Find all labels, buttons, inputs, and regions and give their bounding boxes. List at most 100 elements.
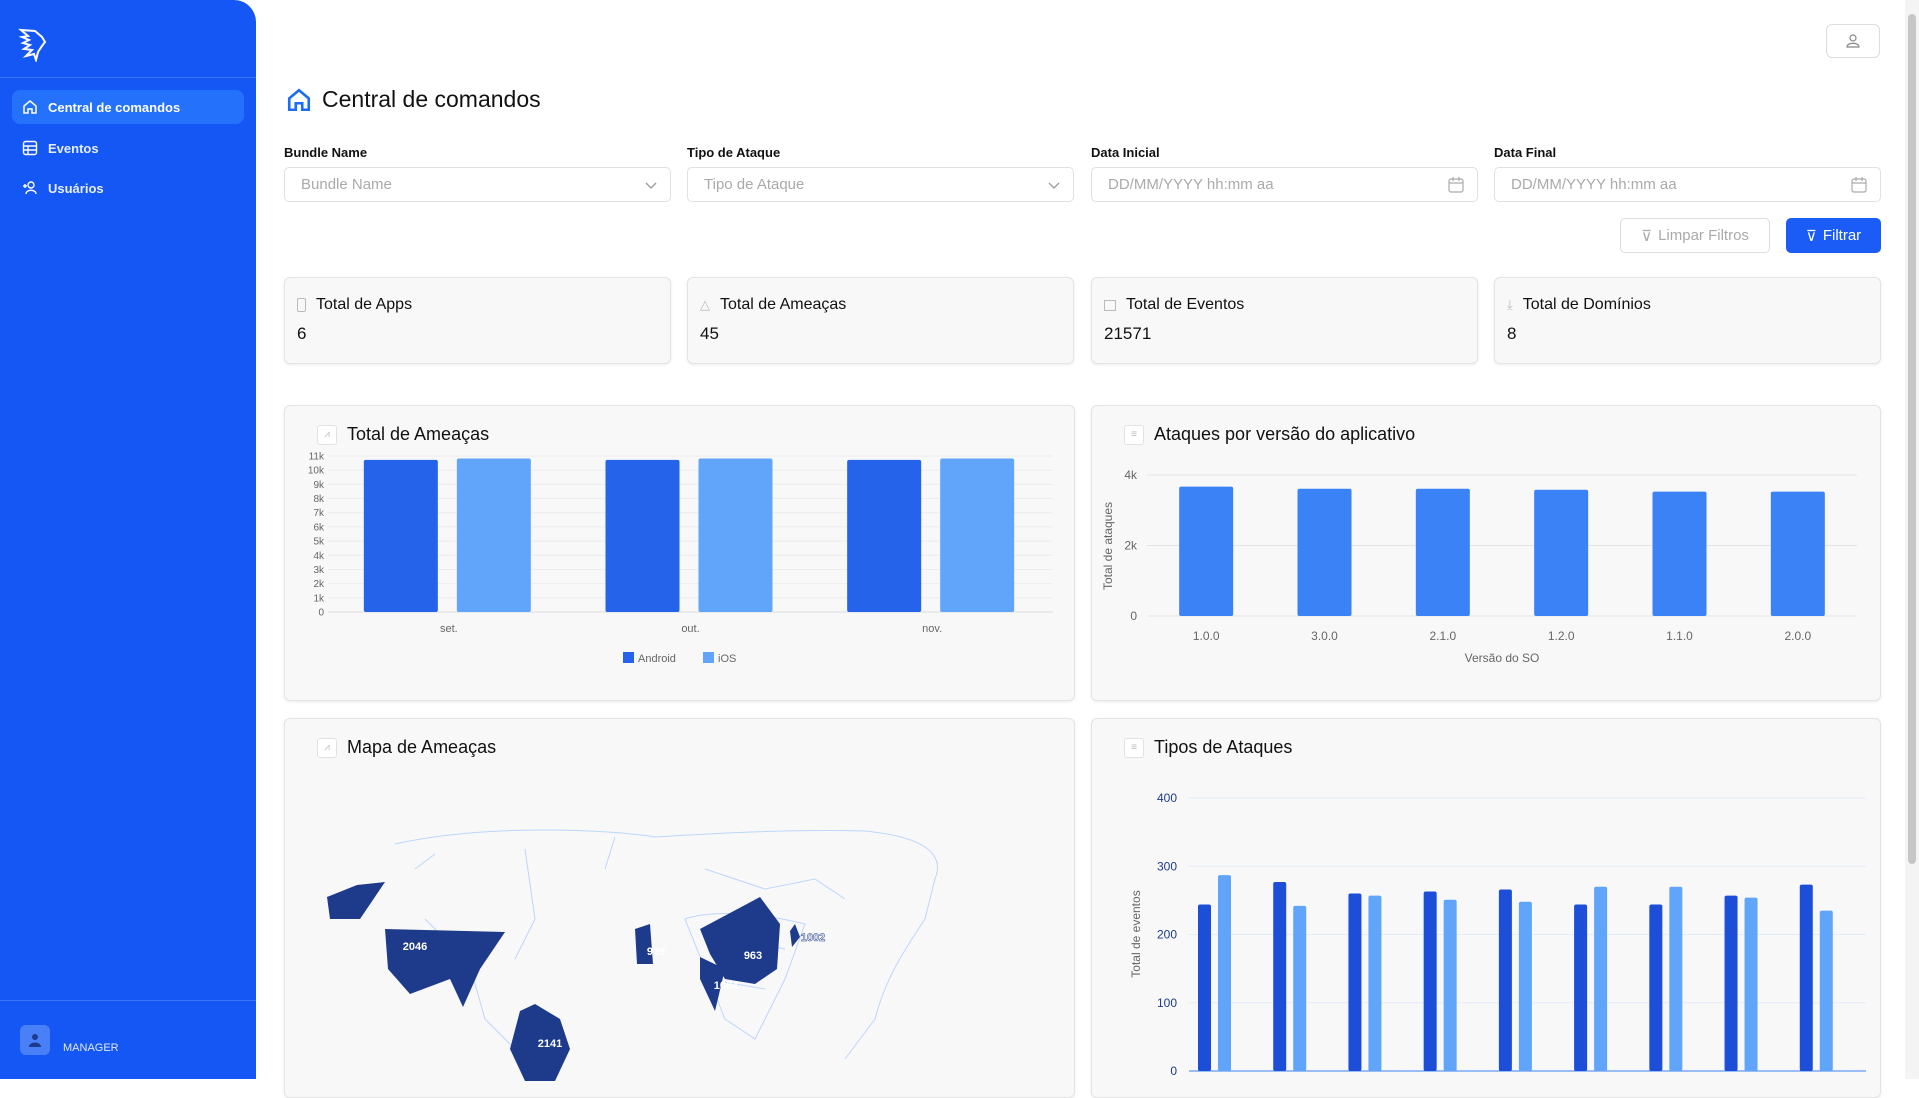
end-date-label: Data Final xyxy=(1494,145,1557,160)
chart-title: Mapa de Ameaças xyxy=(347,737,497,757)
bar-series-b xyxy=(1443,899,1457,1071)
stat-value: 45 xyxy=(700,324,719,343)
y-tick-label: 4k xyxy=(1124,468,1138,482)
attack-select[interactable]: Tipo de Ataque xyxy=(687,167,1074,202)
calendar-icon[interactable] xyxy=(1850,176,1868,194)
scrollbar-thumb[interactable] xyxy=(1908,14,1916,864)
filter-icon: ⊽ xyxy=(1805,227,1817,245)
india-region[interactable] xyxy=(700,957,725,1011)
stat-value: 21571 xyxy=(1104,324,1152,343)
y-tick-label: 11k xyxy=(309,452,325,463)
x-tick-label: out. xyxy=(681,623,699,635)
bar-ios xyxy=(940,458,1015,612)
start-date-input[interactable]: DD/MM/YYYY hh:mm aa xyxy=(1091,167,1478,202)
brazil-region[interactable] xyxy=(510,1004,570,1081)
stat-card-events: Total de Eventos 21571 xyxy=(1091,277,1478,364)
avatar[interactable] xyxy=(20,1025,50,1055)
x-tick-label: 2.1.0 xyxy=(1429,629,1456,643)
y-tick-label: 6k xyxy=(313,522,325,533)
y-tick-label: 5k xyxy=(313,537,325,548)
bar-ios xyxy=(456,458,531,612)
y-tick-label: 8k xyxy=(313,494,325,505)
stat-value: 8 xyxy=(1507,324,1517,343)
end-date-input[interactable]: DD/MM/YYYY hh:mm aa xyxy=(1494,167,1881,202)
bar-android xyxy=(605,459,680,612)
bar-series-b xyxy=(1594,886,1608,1071)
x-tick-label: 1.2.0 xyxy=(1548,629,1575,643)
bar-series-a xyxy=(1198,904,1211,1071)
x-tick-label: nov. xyxy=(922,623,942,635)
map-label: 1002 xyxy=(801,932,825,944)
image-icon xyxy=(1104,299,1116,311)
bar xyxy=(1415,488,1470,616)
attack-types-chart-card: ≡ Tipos de Ataques 0 100 200 300 400 Total de … xyxy=(1091,718,1881,1098)
bundle-select[interactable]: Bundle Name xyxy=(284,167,671,202)
stat-label: Total de Ameaças xyxy=(720,296,847,313)
user-icon xyxy=(1846,34,1860,48)
world-map: 2046 2141 929 963 1084 1002 xyxy=(327,829,938,1081)
end-date-placeholder: DD/MM/YYYY hh:mm aa xyxy=(1511,176,1677,193)
filter-button[interactable]: ⊽ Filtrar xyxy=(1786,218,1881,253)
bar-series-a xyxy=(1498,889,1512,1071)
bundle-label: Bundle Name xyxy=(284,145,368,160)
y-tick-label: 0 xyxy=(1130,609,1137,623)
alaska-region xyxy=(327,882,385,919)
x-tick-label: 2.0.0 xyxy=(1784,629,1811,643)
y-axis-label: Total de ataques xyxy=(1101,502,1115,590)
list-icon: ≡ xyxy=(1124,737,1144,758)
y-tick-label: 200 xyxy=(1157,928,1177,942)
map-label: 1084 xyxy=(714,980,739,992)
y-tick-label: 7k xyxy=(313,508,325,519)
stat-card-domains: ⤓ Total de Domínios 8 xyxy=(1494,277,1881,364)
china-region[interactable] xyxy=(700,897,780,984)
bar-series-a xyxy=(1649,904,1663,1071)
y-tick-label: 4k xyxy=(313,551,325,562)
x-axis-label: Versão do SO xyxy=(1465,651,1540,665)
users-add-icon xyxy=(23,181,37,195)
bar-series-b xyxy=(1293,905,1307,1071)
x-tick-label: 3.0.0 xyxy=(1311,629,1338,643)
filter-label: Filtrar xyxy=(1822,227,1862,244)
bundle-placeholder: Bundle Name xyxy=(301,176,392,193)
bar-series-a xyxy=(1724,895,1738,1071)
y-tick-label: 2k xyxy=(1124,539,1138,553)
scrollbar[interactable] xyxy=(1905,0,1919,1079)
usa-region[interactable] xyxy=(385,929,505,1007)
logo-icon xyxy=(18,28,47,62)
attack-placeholder: Tipo de Ataque xyxy=(704,176,805,193)
legend-label: iOS xyxy=(718,653,736,665)
clear-filters-button[interactable]: ⊽ Limpar Filtros xyxy=(1620,218,1770,253)
chart-title: Total de Ameaças xyxy=(347,424,490,444)
y-tick-label: 0 xyxy=(1170,1064,1177,1078)
bar xyxy=(1297,488,1352,616)
sidebar-item-central[interactable]: Central de comandos xyxy=(12,90,244,124)
calendar-icon[interactable] xyxy=(1447,176,1465,194)
user-icon xyxy=(29,1034,41,1047)
stat-card-threats: △ Total de Ameaças 45 xyxy=(687,277,1074,364)
y-tick-label: 9k xyxy=(313,480,325,491)
y-tick-label: 100 xyxy=(1157,996,1177,1010)
user-menu-button[interactable] xyxy=(1826,24,1880,58)
list-icon: ≡ xyxy=(1124,424,1144,445)
sidebar-item-usuarios[interactable]: Usuários xyxy=(12,171,244,205)
y-tick-label: 0 xyxy=(318,608,324,619)
map-label: 929 xyxy=(647,946,665,958)
stat-card-apps: Total de Apps 6 xyxy=(284,277,671,364)
bar-series-a xyxy=(1273,881,1287,1071)
bar xyxy=(1179,486,1234,616)
y-tick-label: 400 xyxy=(1157,791,1177,805)
y-tick-label: 10k xyxy=(308,466,325,477)
version-chart-card: ≡ Ataques por versão do aplicativo 0 2k 4k 1… xyxy=(1091,405,1881,701)
chart-title: Tipos de Ataques xyxy=(1154,737,1293,757)
legend-label: Android xyxy=(638,653,676,665)
bar-series-a xyxy=(1348,893,1362,1071)
bar-series-a xyxy=(1574,904,1588,1071)
sidebar-item-eventos[interactable]: Eventos xyxy=(12,131,244,165)
filter-clear-icon: ⊽ xyxy=(1641,227,1653,245)
japan-region[interactable] xyxy=(790,924,800,947)
threats-bar-chart: 0 1k 2k 3k 4k 5k 6k 7k 8k 9k 10k 11k set. out. nov. And… xyxy=(308,452,1053,665)
map-label: 963 xyxy=(744,950,762,962)
bar xyxy=(1652,491,1707,616)
france-region[interactable] xyxy=(635,924,653,964)
sidebar: Central de comandos Eventos Usuários MAN… xyxy=(0,0,256,1079)
